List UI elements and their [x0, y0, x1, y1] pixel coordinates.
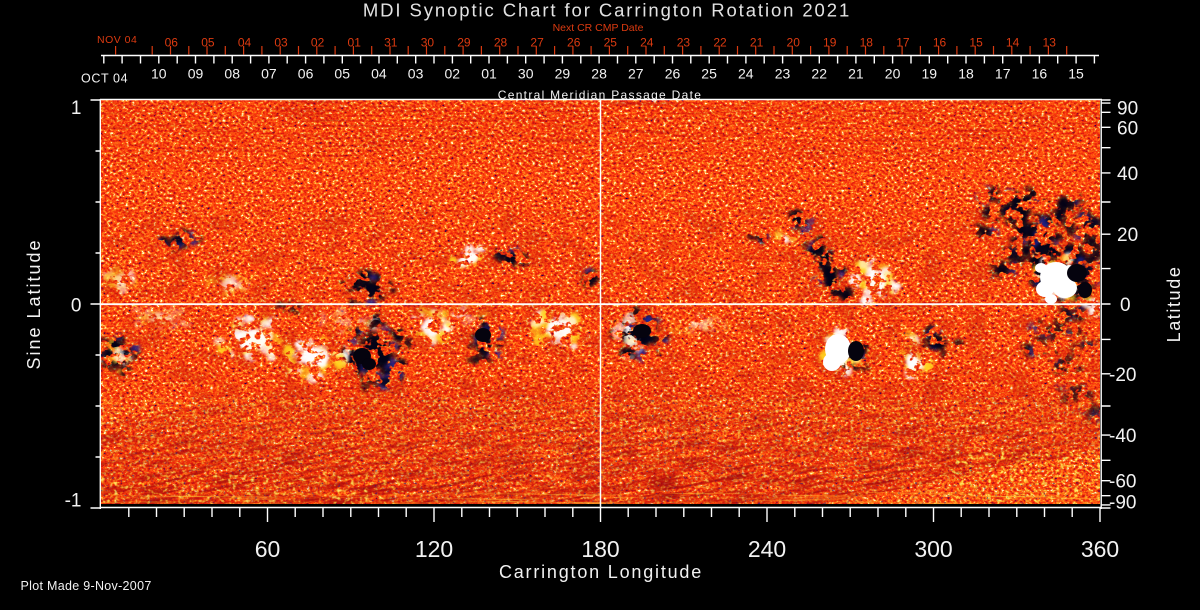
- svg-text:26: 26: [567, 36, 581, 50]
- svg-text:Central Meridian Passage Date: Central Meridian Passage Date: [498, 88, 702, 102]
- svg-text:-1: -1: [65, 491, 82, 512]
- svg-text:19: 19: [922, 66, 938, 82]
- svg-text:40: 40: [1117, 164, 1138, 185]
- svg-text:29: 29: [457, 36, 471, 50]
- svg-text:14: 14: [1006, 36, 1020, 50]
- svg-text:240: 240: [748, 536, 786, 562]
- svg-text:04: 04: [238, 36, 252, 50]
- svg-text:21: 21: [750, 36, 764, 50]
- svg-text:06: 06: [298, 66, 314, 82]
- svg-text:22: 22: [811, 66, 827, 82]
- svg-text:10: 10: [151, 66, 167, 82]
- svg-text:Plot Made 9-Nov-2007: Plot Made 9-Nov-2007: [21, 579, 152, 593]
- svg-text:15: 15: [1068, 66, 1084, 82]
- svg-text:22: 22: [713, 36, 727, 50]
- svg-text:29: 29: [555, 66, 571, 82]
- svg-text:360: 360: [1081, 536, 1119, 562]
- svg-text:180: 180: [581, 536, 619, 562]
- svg-text:300: 300: [914, 536, 952, 562]
- svg-text:Carrington Longitude: Carrington Longitude: [499, 562, 703, 582]
- svg-text:05: 05: [334, 66, 350, 82]
- svg-text:02: 02: [311, 36, 325, 50]
- svg-text:24: 24: [640, 36, 654, 50]
- svg-text:MDI Synoptic Chart for Carring: MDI Synoptic Chart for Carrington Rotati…: [363, 0, 851, 21]
- svg-text:-60: -60: [1109, 472, 1136, 493]
- svg-text:120: 120: [415, 536, 453, 562]
- svg-text:28: 28: [591, 66, 607, 82]
- svg-text:08: 08: [224, 66, 240, 82]
- svg-text:20: 20: [787, 36, 801, 50]
- svg-text:-20: -20: [1109, 365, 1136, 386]
- svg-text:-40: -40: [1109, 426, 1136, 447]
- svg-text:60: 60: [1117, 118, 1138, 139]
- svg-text:18: 18: [860, 36, 874, 50]
- svg-text:Next CR CMP Date: Next CR CMP Date: [553, 22, 644, 34]
- svg-text:28: 28: [494, 36, 508, 50]
- svg-text:90: 90: [1117, 99, 1138, 120]
- svg-text:NOV 04: NOV 04: [97, 34, 137, 46]
- svg-text:20: 20: [1117, 225, 1138, 246]
- svg-text:04: 04: [371, 66, 387, 82]
- svg-text:23: 23: [677, 36, 691, 50]
- svg-text:09: 09: [188, 66, 204, 82]
- svg-text:13: 13: [1043, 36, 1057, 50]
- svg-text:06: 06: [165, 36, 179, 50]
- svg-text:23: 23: [775, 66, 791, 82]
- svg-text:60: 60: [255, 536, 281, 562]
- svg-text:24: 24: [738, 66, 754, 82]
- svg-text:20: 20: [885, 66, 901, 82]
- svg-text:05: 05: [201, 36, 215, 50]
- svg-text:0: 0: [1120, 295, 1131, 316]
- svg-text:18: 18: [958, 66, 974, 82]
- svg-text:31: 31: [384, 36, 398, 50]
- svg-text:25: 25: [604, 36, 618, 50]
- svg-text:Sine Latitude: Sine Latitude: [24, 238, 44, 369]
- svg-text:17: 17: [896, 36, 910, 50]
- svg-text:16: 16: [1032, 66, 1048, 82]
- svg-text:25: 25: [701, 66, 717, 82]
- svg-text:03: 03: [274, 36, 288, 50]
- svg-text:03: 03: [408, 66, 424, 82]
- svg-text:16: 16: [933, 36, 947, 50]
- svg-text:Latitude: Latitude: [1164, 266, 1184, 343]
- svg-text:01: 01: [348, 36, 362, 50]
- svg-text:27: 27: [628, 66, 644, 82]
- svg-text:27: 27: [530, 36, 544, 50]
- svg-text:26: 26: [665, 66, 681, 82]
- svg-text:01: 01: [481, 66, 497, 82]
- svg-text:15: 15: [969, 36, 983, 50]
- svg-text:30: 30: [421, 36, 435, 50]
- svg-text:19: 19: [823, 36, 837, 50]
- svg-text:07: 07: [261, 66, 277, 82]
- svg-text:-90: -90: [1109, 493, 1136, 514]
- svg-text:OCT 04: OCT 04: [81, 72, 128, 86]
- svg-text:17: 17: [995, 66, 1011, 82]
- svg-text:02: 02: [445, 66, 461, 82]
- svg-text:21: 21: [848, 66, 864, 82]
- svg-text:0: 0: [71, 296, 82, 317]
- svg-text:30: 30: [518, 66, 534, 82]
- svg-text:1: 1: [71, 98, 82, 119]
